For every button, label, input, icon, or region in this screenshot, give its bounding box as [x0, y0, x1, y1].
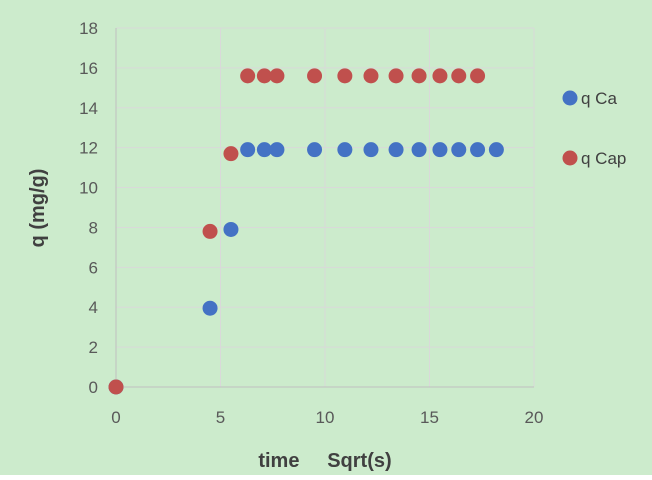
x-tick-label: 10 [316, 408, 335, 427]
x-tick-label: 15 [420, 408, 439, 427]
data-point [451, 142, 467, 158]
data-point [108, 379, 124, 395]
data-point [269, 142, 285, 158]
x-tick-label: 20 [525, 408, 544, 427]
legend-marker [562, 150, 578, 166]
data-point [337, 68, 353, 84]
data-point [451, 68, 467, 84]
data-point [307, 68, 323, 84]
y-tick-label: 18 [79, 19, 98, 38]
data-point [411, 68, 427, 84]
data-point [202, 223, 218, 239]
data-point [307, 142, 323, 158]
y-tick-label: 2 [89, 338, 98, 357]
legend-item: q Cap [562, 149, 626, 168]
legend: q Ca q Cap [562, 89, 626, 168]
data-point [256, 68, 272, 84]
data-point [223, 146, 239, 162]
data-point [337, 142, 353, 158]
y-tick-label: 10 [79, 179, 98, 198]
x-tick-label: 0 [111, 408, 120, 427]
data-point [388, 142, 404, 158]
y-axis-title: q (mg/g) [27, 169, 49, 248]
data-point [432, 68, 448, 84]
data-point [470, 68, 486, 84]
y-tick-label: 8 [89, 218, 98, 237]
data-point [269, 68, 285, 84]
series-q-cap [108, 68, 486, 395]
data-point [411, 142, 427, 158]
data-point [223, 221, 239, 237]
data-point [432, 142, 448, 158]
data-point [363, 68, 379, 84]
legend-item: q Ca [562, 89, 617, 108]
data-point [240, 142, 256, 158]
series-q-ca [108, 142, 504, 395]
x-tick-label: 5 [216, 408, 225, 427]
tick-labels: 0 2 4 6 8 10 12 14 16 18 0 5 10 15 20 [79, 19, 543, 427]
y-tick-label: 14 [79, 99, 98, 118]
x-axis-title: time Sqrt(s) [258, 450, 391, 472]
data-point [388, 68, 404, 84]
legend-marker [562, 90, 578, 106]
data-point [470, 142, 486, 158]
data-point [256, 142, 272, 158]
y-tick-label: 6 [89, 258, 98, 277]
y-tick-label: 12 [79, 139, 98, 158]
data-point [488, 142, 504, 158]
data-points [108, 68, 504, 395]
y-tick-label: 0 [89, 378, 98, 397]
legend-label: q Cap [581, 149, 626, 168]
axes [115, 28, 534, 388]
y-tick-label: 16 [79, 59, 98, 78]
y-tick-label: 4 [89, 298, 98, 317]
data-point [240, 68, 256, 84]
legend-label: q Ca [581, 89, 617, 108]
data-point [202, 300, 218, 316]
data-point [363, 142, 379, 158]
